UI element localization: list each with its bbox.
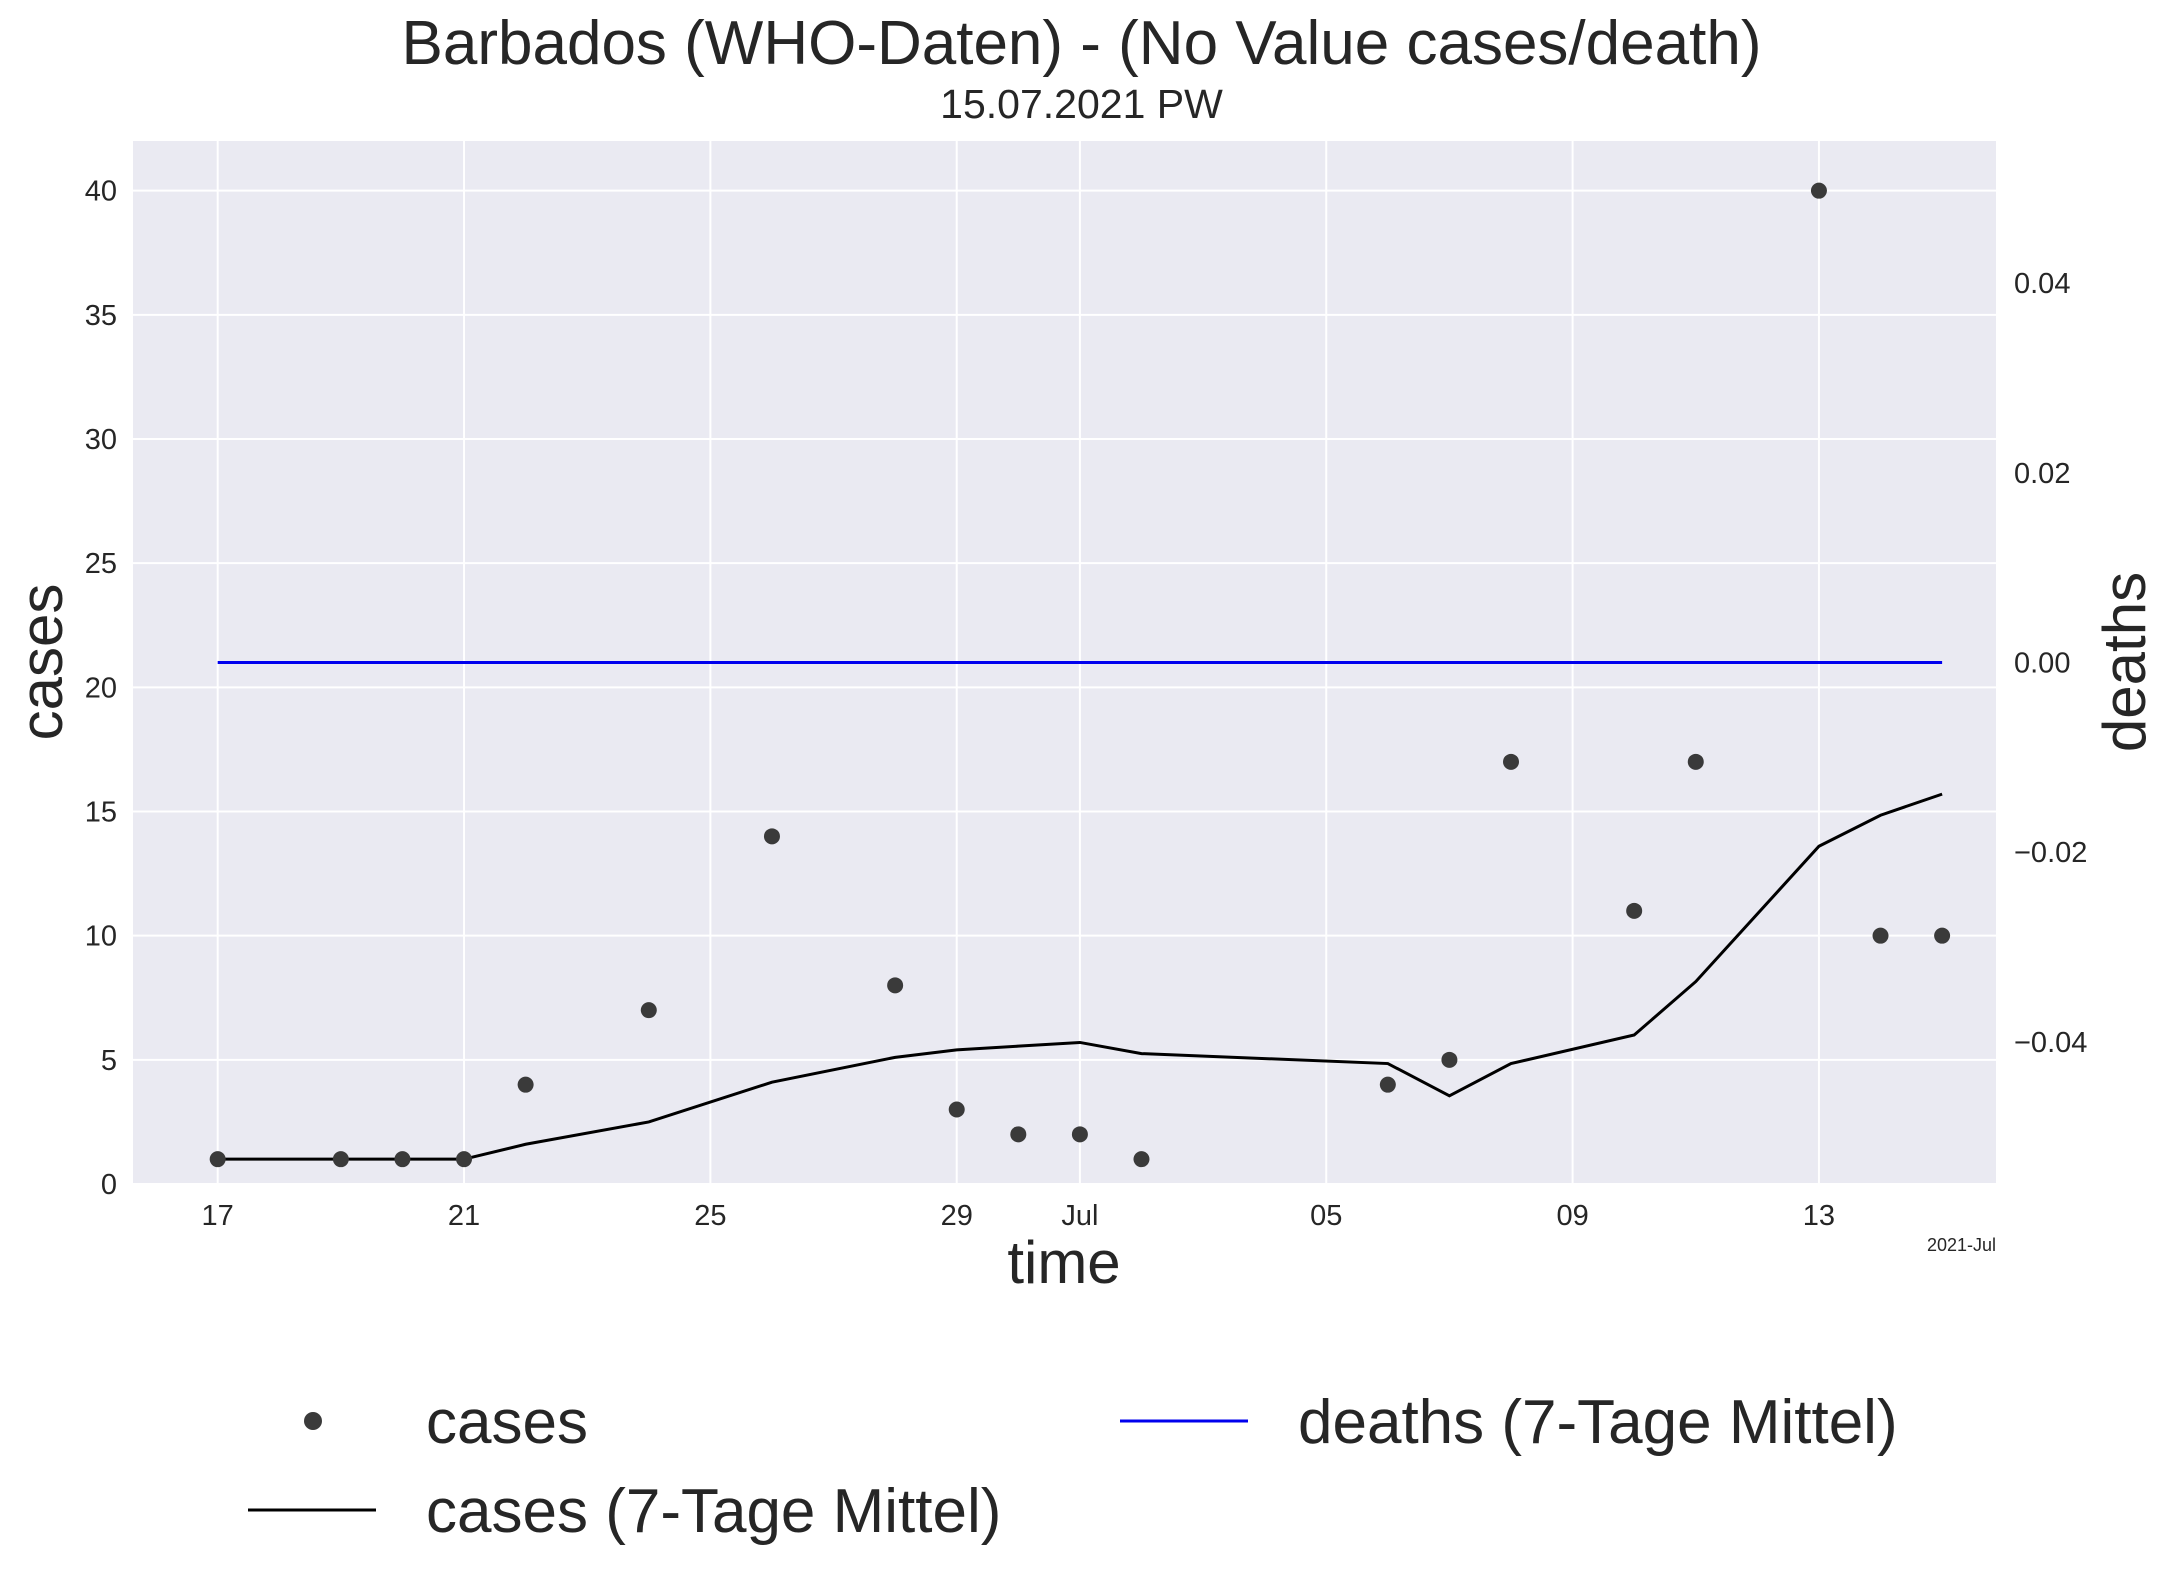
- data-point: [1380, 1077, 1396, 1093]
- y-tick-labels: 0 5 10 15 20 25 30 35 40: [85, 176, 117, 1201]
- x-tick-label: 21: [448, 1200, 480, 1232]
- x-tick-label: 29: [941, 1200, 973, 1232]
- data-point: [333, 1151, 349, 1167]
- legend-label-cases-avg: cases (7-Tage Mittel): [426, 1477, 1001, 1546]
- x-tick-labels: 17 21 25 29 Jul 05 09 13: [202, 1200, 1836, 1232]
- data-point: [456, 1151, 472, 1167]
- data-point: [1503, 754, 1519, 770]
- legend: cases cases (7-Tage Mittel) deaths (7-Ta…: [248, 1388, 1898, 1546]
- y2-tick-label: 0.00: [2014, 648, 2070, 680]
- y-tick-label: 15: [85, 797, 117, 829]
- data-point: [1072, 1126, 1088, 1142]
- x-tick-label: 05: [1310, 1200, 1342, 1232]
- y2-tick-labels: −0.04 −0.02 0.00 0.02 0.04: [2014, 268, 2087, 1059]
- y-tick-label: 25: [85, 548, 117, 580]
- data-point: [1133, 1151, 1149, 1167]
- data-point: [1811, 183, 1827, 199]
- data-point: [210, 1151, 226, 1167]
- x-offset-label: 2021-Jul: [1927, 1235, 1996, 1255]
- legend-marker-cases: [304, 1412, 322, 1430]
- x-tick-label: 13: [1803, 1200, 1835, 1232]
- legend-label-cases: cases: [426, 1388, 588, 1457]
- data-point: [1010, 1126, 1026, 1142]
- data-point: [641, 1002, 657, 1018]
- y-axis-label: cases: [8, 584, 75, 741]
- y-tick-label: 30: [85, 424, 117, 456]
- y2-tick-label: 0.04: [2014, 268, 2070, 300]
- y2-axis-label: deaths: [2091, 572, 2158, 752]
- data-point: [764, 828, 780, 844]
- y-tick-label: 10: [85, 921, 117, 953]
- data-point: [949, 1102, 965, 1118]
- x-tick-label: 17: [202, 1200, 234, 1232]
- data-point: [1626, 903, 1642, 919]
- data-point: [887, 977, 903, 993]
- data-point: [394, 1151, 410, 1167]
- x-tick-label: Jul: [1061, 1200, 1098, 1232]
- x-axis-label: time: [1007, 1229, 1120, 1296]
- y-tick-label: 20: [85, 672, 117, 704]
- x-tick-label: 25: [694, 1200, 726, 1232]
- data-point: [1441, 1052, 1457, 1068]
- legend-label-deaths-avg: deaths (7-Tage Mittel): [1298, 1388, 1898, 1457]
- x-tick-label: 09: [1556, 1200, 1588, 1232]
- y-tick-label: 40: [85, 176, 117, 208]
- data-point: [1688, 754, 1704, 770]
- y-tick-label: 35: [85, 300, 117, 332]
- y2-tick-label: −0.02: [2014, 837, 2087, 869]
- data-point: [1934, 928, 1950, 944]
- data-point: [1873, 928, 1889, 944]
- data-point: [518, 1077, 534, 1093]
- y2-tick-label: 0.02: [2014, 458, 2070, 490]
- y-tick-label: 0: [101, 1169, 117, 1201]
- y2-tick-label: −0.04: [2014, 1027, 2087, 1059]
- y-tick-label: 5: [101, 1045, 117, 1077]
